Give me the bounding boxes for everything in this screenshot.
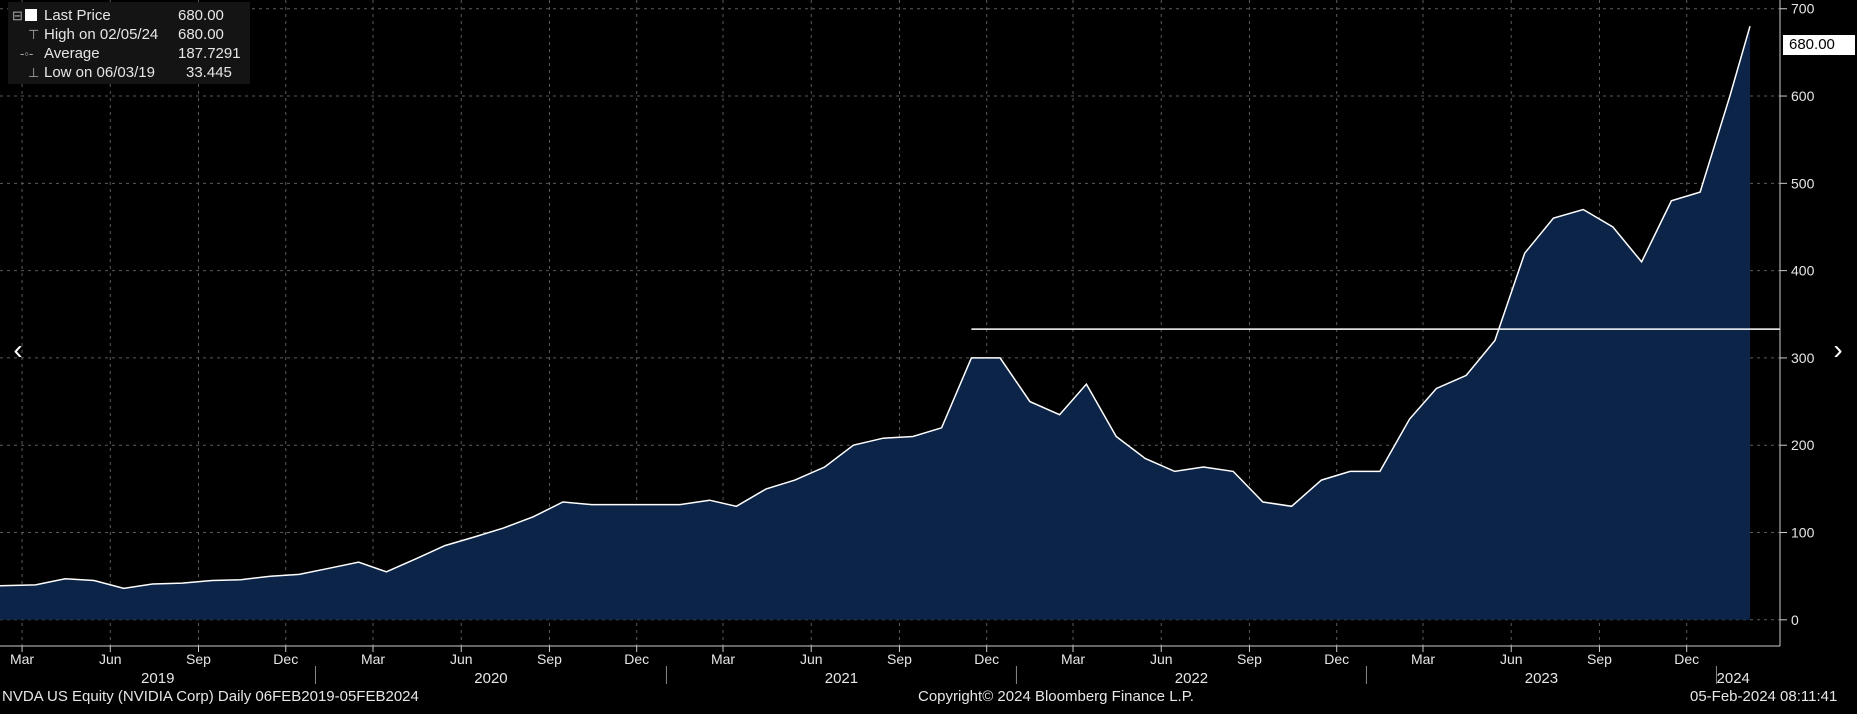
x-month-label: Dec bbox=[974, 651, 999, 667]
high-marker-icon: ⊤ bbox=[28, 27, 40, 42]
security-description: NVDA US Equity (NVIDIA Corp) Daily 06FEB… bbox=[2, 688, 419, 705]
x-year-label: 2020 bbox=[474, 670, 507, 687]
x-month-label: Jun bbox=[99, 651, 122, 667]
last-price-tag: 680.00 bbox=[1783, 35, 1855, 55]
x-year-label: 2019 bbox=[141, 670, 174, 687]
low-marker-icon: ⊥ bbox=[28, 65, 40, 80]
x-month-label: Mar bbox=[10, 651, 34, 667]
price-area bbox=[0, 26, 1750, 620]
y-tick-label: 600 bbox=[1791, 88, 1815, 104]
y-tick-label: 300 bbox=[1791, 350, 1815, 366]
x-month-label: Sep bbox=[186, 651, 211, 667]
x-year-label: 2024 bbox=[1717, 670, 1750, 687]
y-tick-label: 0 bbox=[1791, 612, 1799, 628]
x-month-label: Sep bbox=[537, 651, 562, 667]
y-tick-label: 400 bbox=[1791, 263, 1815, 279]
x-month-label: Mar bbox=[1061, 651, 1085, 667]
y-tick-label: 700 bbox=[1791, 1, 1815, 17]
x-month-label: Mar bbox=[361, 651, 385, 667]
x-month-label: Sep bbox=[1237, 651, 1262, 667]
copyright: Copyright© 2024 Bloomberg Finance L.P. bbox=[918, 688, 1194, 705]
x-month-label: Mar bbox=[711, 651, 735, 667]
y-tick-label: 500 bbox=[1791, 175, 1815, 191]
x-month-label: Sep bbox=[887, 651, 912, 667]
grid bbox=[0, 0, 1780, 646]
y-tick-label: 200 bbox=[1791, 437, 1815, 453]
x-month-label: Dec bbox=[273, 651, 298, 667]
previous-arrow-icon[interactable]: ‹ bbox=[13, 334, 23, 365]
legend: ⊟ Last Price 680.00 ⊤ High on 02/05/24 6… bbox=[8, 2, 250, 84]
timestamp: 05-Feb-2024 08:11:41 bbox=[1690, 688, 1838, 705]
x-month-label: Jun bbox=[450, 651, 473, 667]
x-month-label: Jun bbox=[1500, 651, 1523, 667]
x-year-label: 2021 bbox=[825, 670, 858, 687]
x-month-label: Jun bbox=[1150, 651, 1173, 667]
price-line bbox=[0, 25, 1751, 590]
y-axis: 0 100 200 300 400 500 600 700 bbox=[1779, 0, 1815, 646]
x-month-label: Dec bbox=[1674, 651, 1699, 667]
average-marker-icon: -◦- bbox=[20, 46, 34, 61]
x-month-label: Dec bbox=[1324, 651, 1349, 667]
x-month-label: Sep bbox=[1587, 651, 1612, 667]
x-month-label: Mar bbox=[1411, 651, 1435, 667]
legend-square-icon: ⊟ bbox=[12, 6, 38, 25]
x-year-label: 2022 bbox=[1175, 670, 1208, 687]
x-year-label: 2023 bbox=[1525, 670, 1558, 687]
y-tick-label: 100 bbox=[1791, 525, 1815, 541]
x-axis: Mar Jun Sep Dec Mar Jun Sep Dec Mar Jun Sep Dec Mar J… bbox=[0, 645, 1780, 687]
next-arrow-icon[interactable]: › bbox=[1833, 334, 1843, 365]
x-month-label: Dec bbox=[624, 651, 649, 667]
x-month-label: Jun bbox=[800, 651, 823, 667]
